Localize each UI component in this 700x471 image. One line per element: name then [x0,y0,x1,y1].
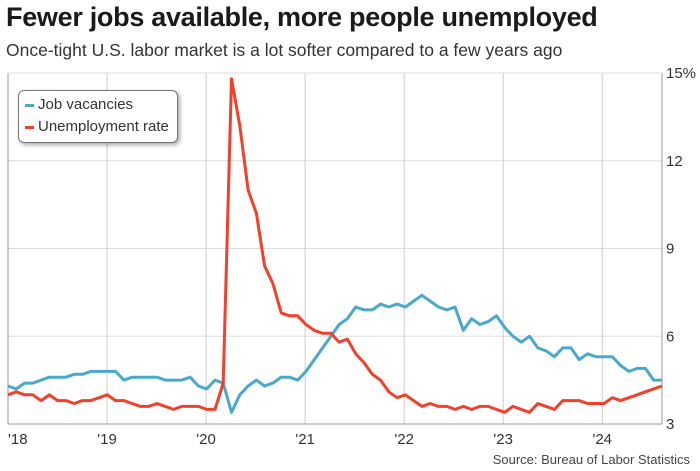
x-tick-label: '19 [97,431,117,448]
y-tick-label: 15% [666,65,696,82]
x-tick-label: '24 [592,431,612,448]
chart-subtitle: Once-tight U.S. labor market is a lot so… [6,40,563,60]
legend-item-unemployment: Unemployment rate [25,116,169,138]
source-note: Source: Bureau of Labor Statistics [492,452,690,467]
series-line-unemployment-rate [7,77,663,414]
y-tick-label: 6 [666,328,674,345]
y-tick-label: 12 [666,153,683,170]
legend-label: Job vacancies [38,96,134,113]
x-tick-label: '20 [196,431,216,448]
legend-label: Unemployment rate [38,118,169,135]
legend-item-job-vacancies: Job vacancies [25,94,169,116]
x-tick-label: '18 [8,431,28,448]
y-tick-label: 3 [666,416,674,433]
legend-swatch [25,103,34,107]
x-tick-label: '23 [493,431,513,448]
legend: Job vacancies Unemployment rate [18,90,178,143]
chart-title: Fewer jobs available, more people unempl… [6,2,598,32]
series-line-job-vacancies [7,293,662,414]
x-tick-label: '21 [295,431,315,448]
y-tick-label: 9 [666,241,674,258]
x-tick-label: '22 [394,431,414,448]
legend-swatch [25,125,34,129]
